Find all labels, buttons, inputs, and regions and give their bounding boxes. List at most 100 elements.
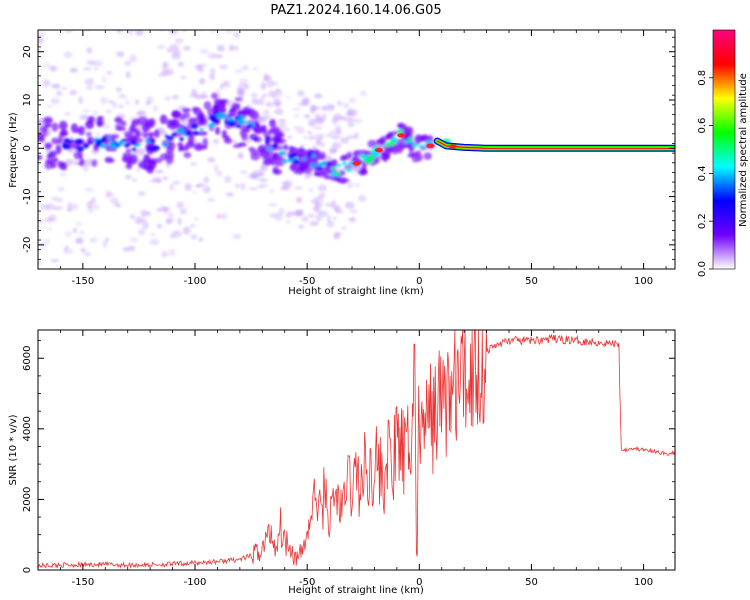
- speckle-blob: [64, 112, 72, 116]
- speckle-blob: [65, 158, 74, 166]
- speckle-blob: [293, 125, 304, 131]
- band-blob: [86, 136, 95, 145]
- band-blob: [51, 137, 58, 145]
- speckle-blob: [84, 252, 92, 257]
- band-blob: [42, 116, 53, 125]
- speckle-blob: [275, 213, 283, 222]
- speckle-blob: [106, 71, 113, 75]
- speckle-blob: [73, 161, 80, 166]
- band-blob: [86, 132, 92, 137]
- speckle-blob: [234, 183, 241, 188]
- spectrogram-ridge: [352, 133, 675, 166]
- band-blob: [316, 154, 326, 160]
- hotspot: [448, 144, 457, 149]
- speckle-blob: [335, 128, 342, 136]
- speckle-blob: [216, 44, 225, 52]
- band-blob: [202, 137, 209, 148]
- colorbar-tick-label: 0.6: [697, 118, 708, 134]
- speckle-blob: [92, 60, 103, 67]
- speckle-blob: [66, 208, 73, 212]
- speckle-blob: [294, 209, 304, 215]
- band-blob: [187, 133, 195, 144]
- speckle-blob: [85, 84, 93, 91]
- speckle-blob: [219, 83, 225, 90]
- speckle-blob: [287, 135, 292, 140]
- speckle-blob: [232, 233, 242, 240]
- speckle-blob: [260, 81, 267, 90]
- core-blob: [330, 166, 336, 171]
- spectrogram-xlabel: Height of straight line (km): [288, 286, 424, 297]
- speckle-blob: [108, 100, 114, 104]
- speckle-blob: [203, 176, 210, 184]
- core-blob: [121, 138, 128, 142]
- speckle-blob: [350, 216, 357, 224]
- core-blob: [265, 136, 270, 140]
- speckle-blob: [211, 6, 218, 12]
- core-blob: [246, 124, 253, 129]
- band-blob: [198, 117, 208, 126]
- core-blob: [131, 140, 137, 146]
- speckle-blob: [243, 83, 250, 90]
- band-blob: [119, 120, 127, 127]
- core-blob: [191, 123, 199, 130]
- speckle-blob: [93, 203, 100, 211]
- speckle-blob: [225, 11, 229, 18]
- speckle-blob: [285, 95, 291, 99]
- speckle-blob: [243, 64, 248, 71]
- speckle-blob: [149, 238, 160, 246]
- band-blob: [55, 144, 62, 155]
- core-blob: [192, 130, 200, 136]
- speckle-blob: [352, 118, 363, 124]
- speckle-blob: [258, 178, 268, 182]
- speckle-blob: [302, 96, 311, 104]
- band-blob: [96, 116, 105, 121]
- speckle-blob: [177, 217, 182, 226]
- speckle-blob: [112, 101, 117, 109]
- speckle-blob: [274, 101, 282, 108]
- core-blob: [101, 136, 107, 142]
- band-blob: [367, 139, 378, 149]
- speckle-blob: [216, 170, 223, 177]
- spectrogram-xtick-label: 0: [416, 276, 422, 287]
- speckle-blob: [38, 36, 44, 45]
- speckle-blob: [346, 135, 356, 140]
- speckle-blob: [308, 188, 314, 193]
- core-blob: [321, 160, 327, 167]
- speckle-blob: [180, 75, 187, 80]
- core-blob: [96, 139, 102, 144]
- speckle-blob: [333, 205, 342, 212]
- speckle-blob: [340, 137, 350, 144]
- speckle-blob: [140, 209, 149, 217]
- snr-frame: [37, 329, 676, 571]
- band-blob: [234, 97, 243, 102]
- speckle-blob: [281, 181, 286, 185]
- speckle-blob: [64, 231, 72, 238]
- band-blob: [177, 142, 184, 148]
- speckle-blob: [52, 206, 63, 210]
- speckle-blob: [225, 30, 234, 34]
- speckle-blob: [172, 94, 179, 100]
- speckle-blob: [297, 102, 303, 106]
- speckle-blob: [248, 187, 259, 191]
- core-blob: [107, 136, 112, 140]
- band-blob: [290, 161, 297, 172]
- core-blob: [342, 161, 348, 166]
- core-blob: [76, 146, 85, 152]
- band-blob: [77, 125, 86, 136]
- speckle-blob: [179, 208, 187, 215]
- band-blob: [48, 150, 57, 158]
- band-blob: [198, 131, 208, 136]
- snr-panel: -150 -100 -50 0 50 100 0 2000 4000 6000 Height of…: [8, 329, 676, 596]
- speckle-blob: [347, 122, 355, 128]
- speckle-blob: [310, 104, 317, 111]
- speckle-blob: [317, 184, 328, 192]
- speckle-blob: [315, 113, 320, 119]
- speckle-blob: [285, 127, 290, 132]
- band-blob: [141, 130, 149, 139]
- speckle-blob: [116, 30, 123, 34]
- speckle-blob: [78, 96, 83, 104]
- speckle-blob: [114, 202, 122, 208]
- band-blob: [104, 156, 113, 163]
